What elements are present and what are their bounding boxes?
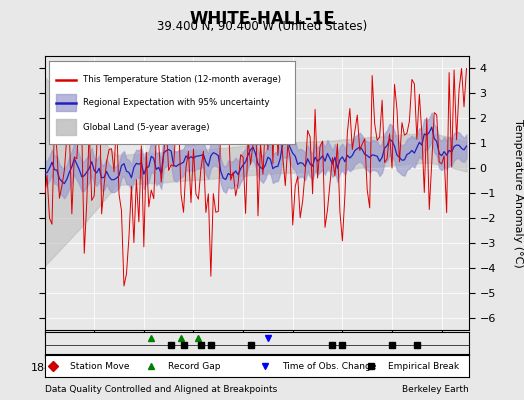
Text: Regional Expectation with 95% uncertainty: Regional Expectation with 95% uncertaint…: [83, 98, 270, 107]
Text: Data Quality Controlled and Aligned at Breakpoints: Data Quality Controlled and Aligned at B…: [45, 385, 277, 394]
Text: Berkeley Earth: Berkeley Earth: [402, 385, 469, 394]
Text: Time of Obs. Change: Time of Obs. Change: [282, 362, 377, 371]
Text: WHITE-HALL-1E: WHITE-HALL-1E: [189, 10, 335, 28]
Text: Station Move: Station Move: [70, 362, 129, 371]
Text: Global Land (5-year average): Global Land (5-year average): [83, 123, 210, 132]
Text: This Temperature Station (12-month average): This Temperature Station (12-month avera…: [83, 75, 281, 84]
Y-axis label: Temperature Anomaly (°C): Temperature Anomaly (°C): [512, 119, 522, 267]
Text: 39.400 N, 90.400 W (United States): 39.400 N, 90.400 W (United States): [157, 20, 367, 33]
Text: Empirical Break: Empirical Break: [388, 362, 460, 371]
Text: Record Gap: Record Gap: [168, 362, 220, 371]
